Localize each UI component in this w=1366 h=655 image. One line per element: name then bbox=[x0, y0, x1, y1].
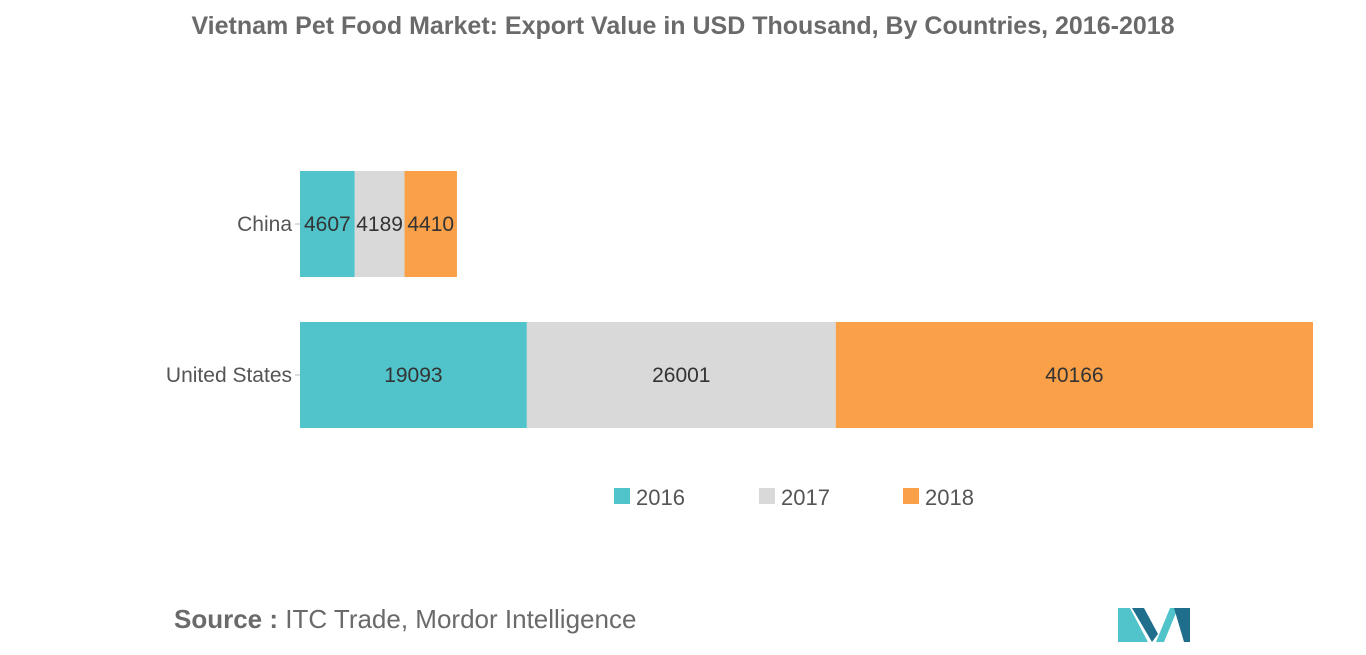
stacked-bar-chart: China 4607 4189 4410 United States 19093 26001… bbox=[166, 171, 1313, 510]
data-label: 4189 bbox=[356, 213, 403, 236]
bar-segment bbox=[404, 171, 457, 277]
category-label: China bbox=[237, 213, 292, 236]
legend-label: 2017 bbox=[781, 485, 830, 510]
source-key: Source : bbox=[174, 604, 279, 634]
data-label: 4607 bbox=[304, 213, 351, 236]
source-note: Source : ITC Trade, Mordor Intelligence bbox=[174, 604, 636, 635]
bars-layer: China 4607 4189 4410 United States 19093 26001… bbox=[166, 171, 1313, 428]
data-label: 4410 bbox=[407, 213, 454, 236]
mordor-intelligence-logo bbox=[1118, 608, 1190, 642]
legend: 2016 2017 2018 bbox=[614, 485, 974, 510]
legend-swatch bbox=[759, 488, 775, 504]
legend-swatch bbox=[903, 488, 919, 504]
source-text: ITC Trade, Mordor Intelligence bbox=[285, 604, 637, 634]
data-label: 26001 bbox=[652, 364, 710, 387]
category-label: United States bbox=[166, 364, 292, 387]
data-label: 40166 bbox=[1045, 364, 1103, 387]
chart-title: Vietnam Pet Food Market: Export Value in… bbox=[191, 12, 1175, 40]
bar-segment bbox=[300, 171, 355, 277]
bar-segment bbox=[835, 322, 1313, 428]
bar-segment bbox=[300, 322, 527, 428]
legend-label: 2016 bbox=[636, 485, 685, 510]
legend-swatch bbox=[614, 488, 630, 504]
bar-segment bbox=[526, 322, 836, 428]
bar-segment bbox=[354, 171, 405, 277]
legend-label: 2018 bbox=[925, 485, 974, 510]
data-label: 19093 bbox=[384, 364, 442, 387]
